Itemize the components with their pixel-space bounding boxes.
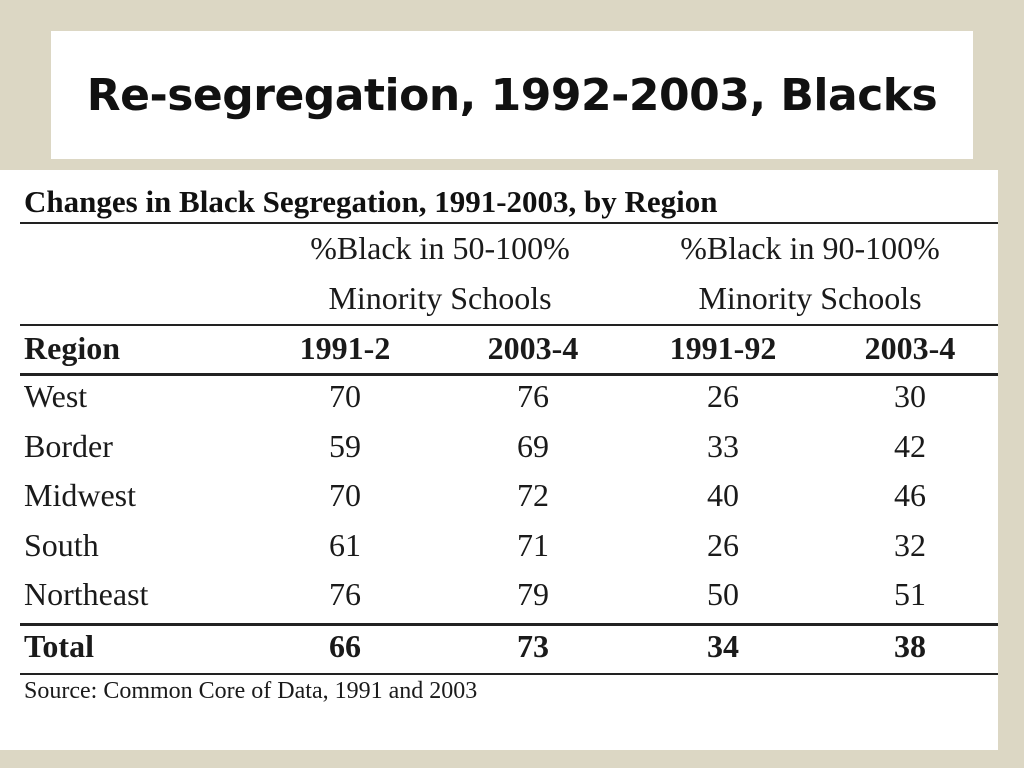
table-cell: 26 <box>707 378 739 414</box>
column-header-1991-92: 1991-92 <box>669 330 777 366</box>
table-cell: 26 <box>707 527 739 563</box>
column-header-rule <box>20 373 998 376</box>
table-cell: 70 <box>329 477 361 513</box>
table-title: Changes in Black Segregation, 1991-2003,… <box>24 184 718 219</box>
total-value: 34 <box>707 628 739 664</box>
slide-title-box: Re-segregation, 1992-2003, Blacks <box>51 31 973 159</box>
total-value: 66 <box>329 628 361 664</box>
table-cell: 71 <box>517 527 549 563</box>
table-cell: 59 <box>329 428 361 464</box>
table-cell: 32 <box>894 527 926 563</box>
group-header-1-line1: %Black in 50-100% <box>310 230 570 266</box>
column-header-2003-4-b: 2003-4 <box>864 330 956 366</box>
table-cell: 30 <box>894 378 926 414</box>
column-header-1991-2: 1991-2 <box>299 330 391 366</box>
total-value: 73 <box>517 628 549 664</box>
header-rule <box>20 324 998 326</box>
group-header-1-line2: Minority Schools <box>328 280 552 316</box>
table-cell: 50 <box>707 576 739 612</box>
table-cell: 33 <box>707 428 739 464</box>
row-label-midwest: Midwest <box>24 477 136 513</box>
table-cell: 76 <box>517 378 549 414</box>
row-label-northeast: Northeast <box>24 576 149 612</box>
bottom-rule <box>20 673 998 675</box>
row-label-west: West <box>24 378 88 414</box>
table-cell: 46 <box>894 477 926 513</box>
table-cell: 61 <box>329 527 361 563</box>
table-cell: 40 <box>707 477 739 513</box>
column-header-region: Region <box>24 330 120 366</box>
row-label-south: South <box>24 527 99 563</box>
total-rule <box>20 623 998 626</box>
table-top-rule <box>20 222 998 224</box>
segregation-table: Changes in Black Segregation, 1991-2003,… <box>0 170 998 750</box>
slide-title: Re-segregation, 1992-2003, Blacks <box>86 69 938 121</box>
column-header-2003-4-a: 2003-4 <box>487 330 579 366</box>
group-header-2-line1: %Black in 90-100% <box>680 230 940 266</box>
group-header-2-line2: Minority Schools <box>698 280 922 316</box>
total-label: Total <box>24 628 94 664</box>
source-note: Source: Common Core of Data, 1991 and 20… <box>24 678 478 704</box>
table-cell: 76 <box>329 576 361 612</box>
table-cell: 72 <box>517 477 549 513</box>
row-label-border: Border <box>24 428 113 464</box>
table-cell: 51 <box>894 576 926 612</box>
table-cell: 70 <box>329 378 361 414</box>
table-cell: 79 <box>517 576 549 612</box>
table-cell: 69 <box>517 428 549 464</box>
table-cell: 42 <box>894 428 926 464</box>
total-value: 38 <box>894 628 926 664</box>
